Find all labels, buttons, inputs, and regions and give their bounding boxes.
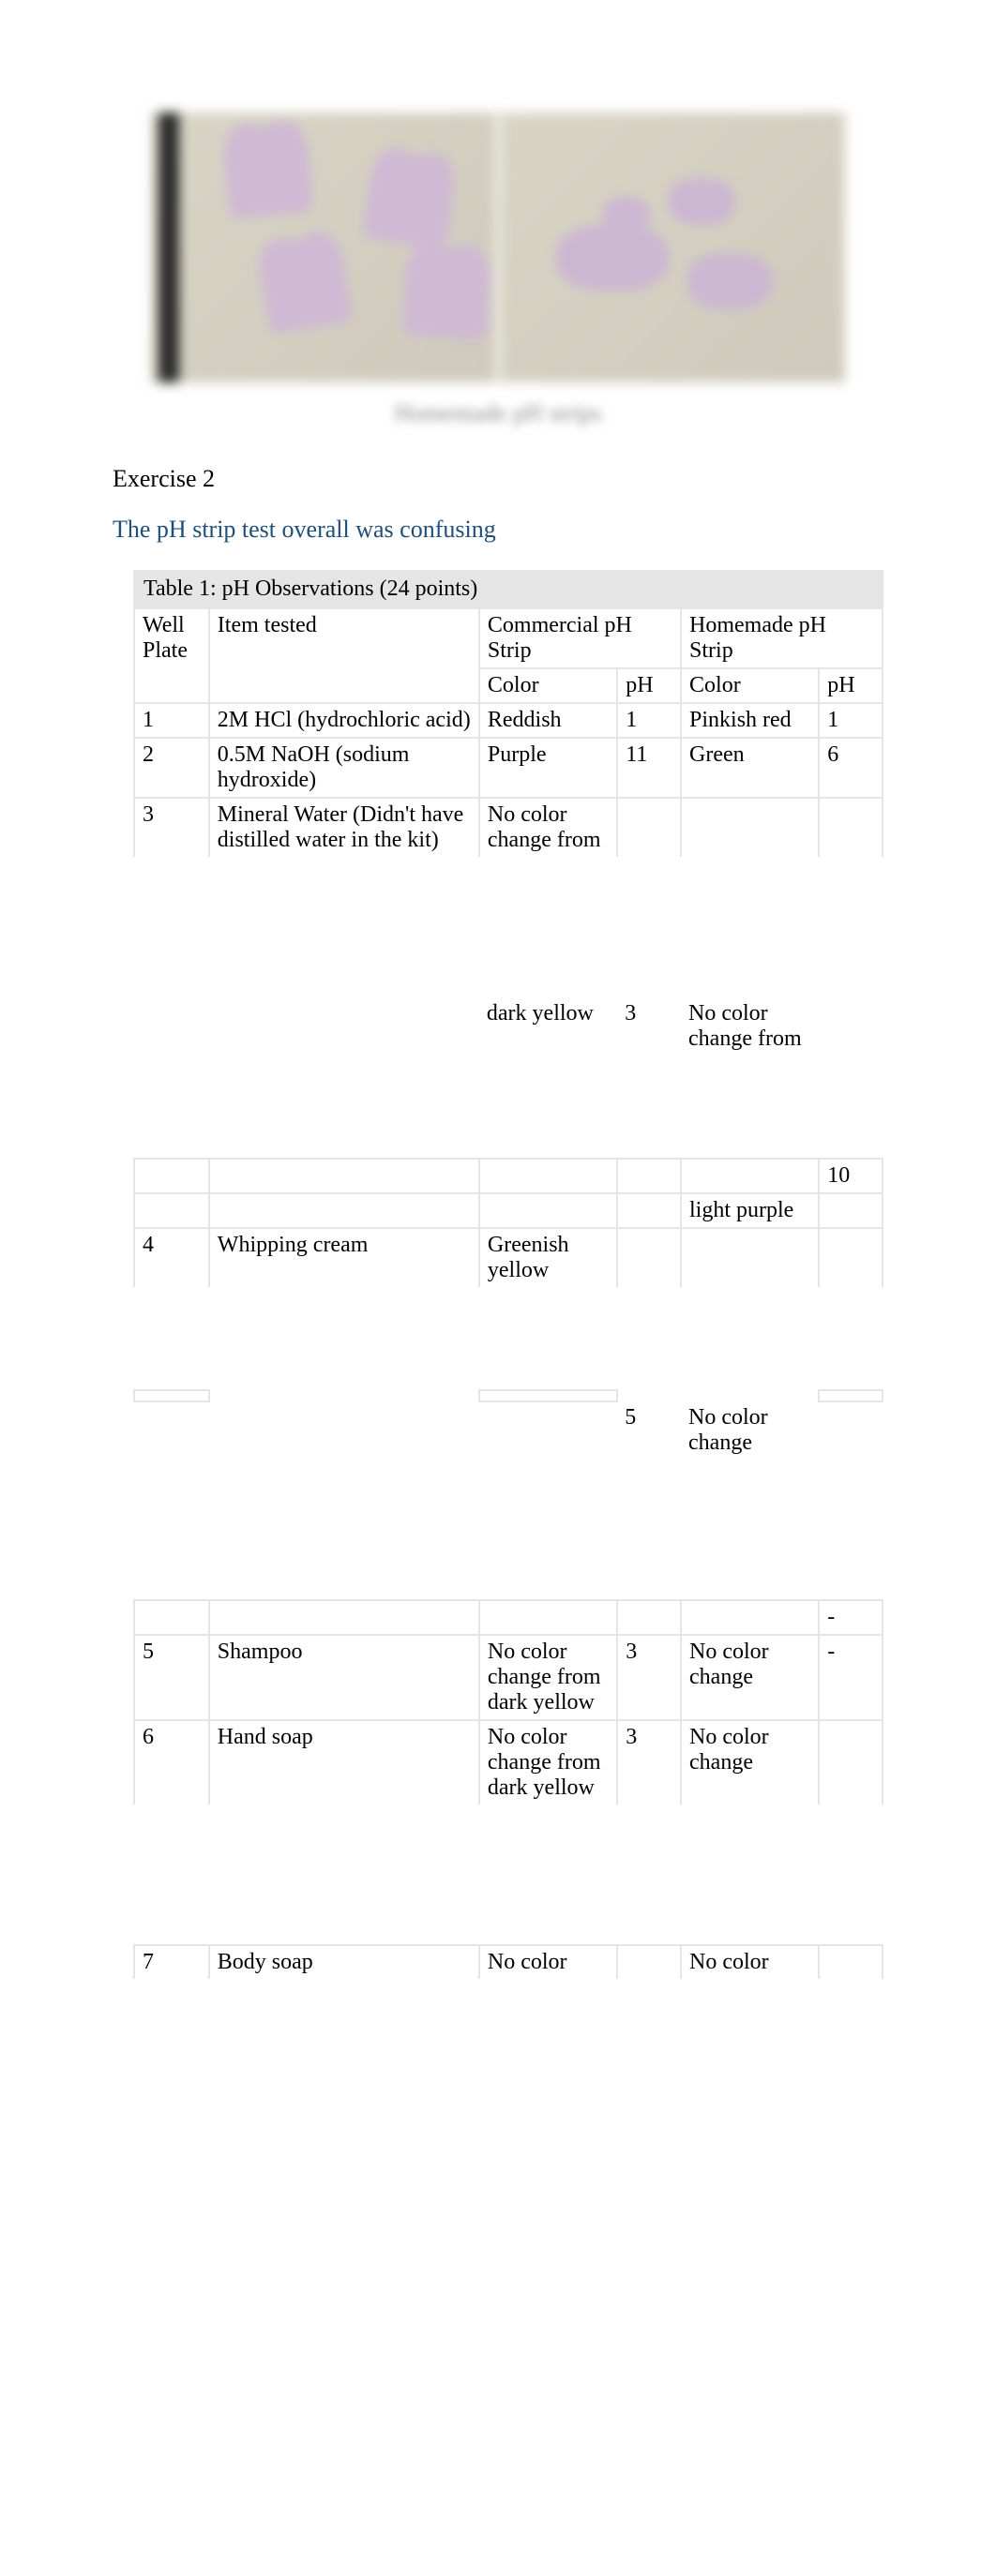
cell-item: Hand soap xyxy=(209,1720,479,1805)
cell-h-color: No color change from xyxy=(681,997,819,1056)
cell-h-color: No color change xyxy=(681,1720,819,1805)
cell-h-color: No color change xyxy=(681,1635,819,1720)
cell-well: 3 xyxy=(134,798,209,857)
cell-c-color: dark yellow xyxy=(479,997,617,1056)
cell-h-ph: 1 xyxy=(819,703,883,738)
table-row-continued: - xyxy=(134,1600,883,1635)
cell-c-ph: 1 xyxy=(617,703,681,738)
table-row: 6 Hand soap No color change from dark ye… xyxy=(134,1720,883,1805)
sub-heading: The pH strip test overall was confusing xyxy=(113,516,883,544)
cell-h-ph xyxy=(819,1945,883,1979)
table-title: Table 1: pH Observations (24 points) xyxy=(133,570,883,607)
cell-c-color: No color change from xyxy=(479,798,617,857)
cell-item: Body soap xyxy=(209,1945,479,1979)
cell-c-ph xyxy=(617,798,681,857)
table-row-continued: dark yellow 3 No color change from xyxy=(134,997,883,1056)
table-container: Table 1: pH Observations (24 points) Wel… xyxy=(133,570,883,1979)
cell-h-color: light purple xyxy=(681,1193,819,1228)
spacer xyxy=(134,1460,883,1600)
header-ph-c: pH xyxy=(617,668,681,703)
cell-c-color: Purple xyxy=(479,738,617,798)
table-row: 5 Shampoo No color change from dark yell… xyxy=(134,1635,883,1720)
cell-h-ph: 6 xyxy=(819,738,883,798)
header-commercial: Commercial pH Strip xyxy=(479,608,681,668)
cell-well: 4 xyxy=(134,1228,209,1287)
cell-item: Mineral Water (Didn't have distilled wat… xyxy=(209,798,479,857)
header-homemade: Homemade pH Strip xyxy=(681,608,883,668)
table-row-continued: 5 No color change xyxy=(134,1401,883,1460)
cell-c-ph: 5 xyxy=(617,1401,681,1460)
table-header-row-1: Well Plate Item tested Commercial pH Str… xyxy=(134,608,883,668)
table-row: 3 Mineral Water (Didn't have distilled w… xyxy=(134,798,883,857)
cell-c-color: No color change from dark yellow xyxy=(479,1720,617,1805)
figure-caption: Homemade pH strips xyxy=(151,399,845,427)
cell-c-ph: 11 xyxy=(617,738,681,798)
cell-well: 6 xyxy=(134,1720,209,1805)
document-page: Homemade pH strips Exercise 2 The pH str… xyxy=(0,0,996,2166)
table-row: 4 Whipping cream Greenish yellow xyxy=(134,1228,883,1287)
header-item: Item tested xyxy=(209,608,479,703)
photo-right xyxy=(500,112,845,382)
ph-observations-table: Table 1: pH Observations (24 points) Wel… xyxy=(133,570,883,1979)
cell-c-color: No color xyxy=(479,1945,617,1979)
spacer xyxy=(134,1056,883,1159)
cell-h-ph: - xyxy=(819,1635,883,1720)
cell-h-ph xyxy=(819,798,883,857)
cell-h-ph xyxy=(819,1720,883,1805)
cell-c-ph xyxy=(617,1945,681,1979)
cell-h-color xyxy=(681,798,819,857)
cell-h-color: No color xyxy=(681,1945,819,1979)
table-row-continued: light purple xyxy=(134,1193,883,1228)
cell-c-ph: 3 xyxy=(617,997,681,1056)
cell-h-color: Pinkish red xyxy=(681,703,819,738)
cell-item: Shampoo xyxy=(209,1635,479,1720)
cell-well: 7 xyxy=(134,1945,209,1979)
exercise-heading: Exercise 2 xyxy=(113,465,883,493)
cell-c-color: No color change from dark yellow xyxy=(479,1635,617,1720)
cell-h-color: No color change xyxy=(681,1401,819,1460)
table-row: 7 Body soap No color No color xyxy=(134,1945,883,1979)
header-color-h: Color xyxy=(681,668,819,703)
spacer xyxy=(134,1805,883,1945)
spacer xyxy=(134,1287,883,1390)
cell-item: Whipping cream xyxy=(209,1228,479,1287)
header-well: Well Plate xyxy=(134,608,209,703)
table-row-continued: 10 xyxy=(134,1159,883,1193)
cell-c-color: Reddish xyxy=(479,703,617,738)
photo-row xyxy=(151,112,845,382)
cell-well: 2 xyxy=(134,738,209,798)
cell-well: 5 xyxy=(134,1635,209,1720)
cell-h-ph: 10 xyxy=(819,1159,883,1193)
cell-c-color: Greenish yellow xyxy=(479,1228,617,1287)
cell-c-ph: 3 xyxy=(617,1720,681,1805)
cell-item: 2M HCl (hydrochloric acid) xyxy=(209,703,479,738)
cell-item: 0.5M NaOH (sodium hydroxide) xyxy=(209,738,479,798)
photo-left xyxy=(151,112,496,382)
cell-h-ph: - xyxy=(819,1600,883,1635)
spacer xyxy=(134,857,883,997)
table-row: 2 0.5M NaOH (sodium hydroxide) Purple 11… xyxy=(134,738,883,798)
figure-block: Homemade pH strips xyxy=(151,112,845,427)
cell-c-ph: 3 xyxy=(617,1635,681,1720)
tiny-marks xyxy=(134,1390,883,1401)
cell-h-color: Green xyxy=(681,738,819,798)
cell-well: 1 xyxy=(134,703,209,738)
table-row: 1 2M HCl (hydrochloric acid) Reddish 1 P… xyxy=(134,703,883,738)
header-color-c: Color xyxy=(479,668,617,703)
header-ph-h: pH xyxy=(819,668,883,703)
